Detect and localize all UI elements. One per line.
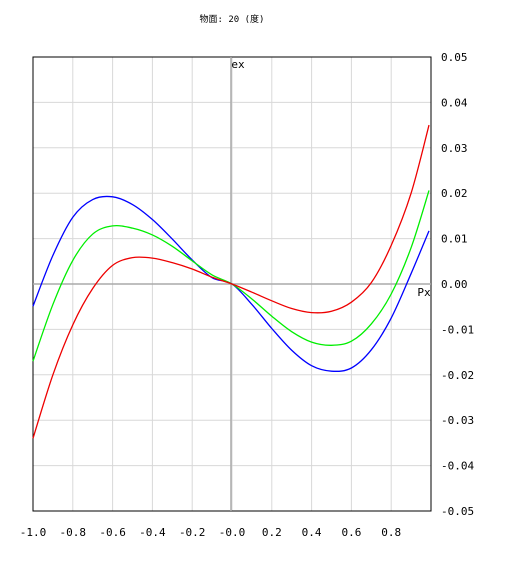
x-tick-label: -0.8 xyxy=(60,526,87,539)
x-tick-label: -0.0 xyxy=(219,526,246,539)
x-tick-label: -0.2 xyxy=(179,526,206,539)
y-axis-label: ex xyxy=(231,58,245,71)
y-tick-label: 0.02 xyxy=(441,187,468,200)
y-tick-labels: 0.05 0.04 0.03 0.02 0.01 0.00 -0.01 -0.02 -0.03 -… xyxy=(441,51,474,518)
y-tick-label: -0.03 xyxy=(441,414,474,427)
series-line-2 xyxy=(32,124,430,439)
y-tick-label: -0.01 xyxy=(441,323,474,336)
x-tick-label: -1.0 xyxy=(20,526,47,539)
x-tick-label: -0.4 xyxy=(139,526,166,539)
x-tick-labels: -1.0 -0.8 -0.6 -0.4 -0.2 -0.0 0.2 0.4 0.6 0.8 xyxy=(20,526,401,539)
x-tick-label: 0.6 xyxy=(341,526,361,539)
y-tick-label: 0.05 xyxy=(441,51,468,64)
y-tick-label: -0.05 xyxy=(441,505,474,518)
y-tick-label: -0.04 xyxy=(441,460,474,473)
x-tick-label: -0.6 xyxy=(99,526,126,539)
chart-title: 物面: 20 (度) xyxy=(200,13,265,25)
y-tick-label: 0.01 xyxy=(441,233,468,246)
x-tick-label: 0.8 xyxy=(381,526,401,539)
x-tick-label: 0.4 xyxy=(302,526,322,539)
x-tick-label: 0.2 xyxy=(262,526,282,539)
y-tick-label: 0.03 xyxy=(441,142,468,155)
x-axis-label: Px xyxy=(417,286,431,299)
y-tick-label: 0.00 xyxy=(441,278,468,291)
series-layer xyxy=(32,124,430,439)
y-tick-label: 0.04 xyxy=(441,96,468,109)
y-tick-label: -0.02 xyxy=(441,369,474,382)
